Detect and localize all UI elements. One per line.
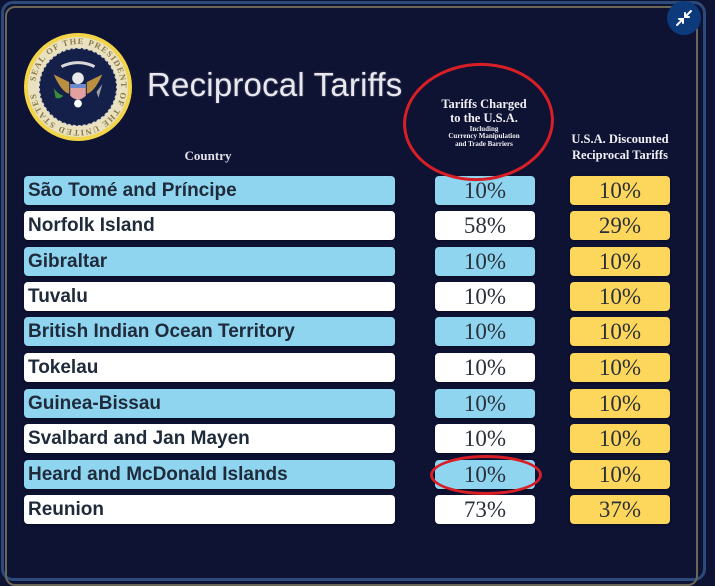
table-row: Heard and McDonald Islands 10% 10% xyxy=(0,460,715,489)
discounted-tariff-cell: 10% xyxy=(570,353,670,382)
tariff-charged-cell: 73% xyxy=(435,495,535,524)
minimize-arrows-icon xyxy=(676,10,692,26)
discounted-tariff-cell: 10% xyxy=(570,389,670,418)
discounted-tariff-cell: 10% xyxy=(570,460,670,489)
discounted-tariff-cell: 10% xyxy=(570,424,670,453)
country-cell: Guinea-Bissau xyxy=(24,389,395,418)
tariff-charged-cell: 10% xyxy=(435,176,535,205)
eagle-icon xyxy=(53,61,103,108)
discounted-tariff-cell: 10% xyxy=(570,247,670,276)
page-title: Reciprocal Tariffs xyxy=(147,66,403,103)
tariff-charged-cell: 10% xyxy=(435,460,535,489)
header-subline: Including xyxy=(469,124,499,133)
header-subline: and Trade Barriers xyxy=(455,139,513,148)
country-cell: Heard and McDonald Islands xyxy=(24,460,395,489)
country-cell: Gibraltar xyxy=(24,247,395,276)
tariff-charged-cell: 58% xyxy=(435,211,535,240)
discounted-tariff-cell: 10% xyxy=(570,317,670,346)
table-row: Tuvalu 10% 10% xyxy=(0,282,715,311)
country-cell: Reunion xyxy=(24,495,395,524)
tariff-charged-cell: 10% xyxy=(435,353,535,382)
table-row: Guinea-Bissau 10% 10% xyxy=(0,389,715,418)
column-header-discounted-tariffs: U.S.A. Discounted Reciprocal Tariffs xyxy=(556,132,684,163)
minimize-button[interactable] xyxy=(667,1,701,35)
header-subline: Currency Manipulation xyxy=(448,132,520,141)
discounted-tariff-cell: 29% xyxy=(570,211,670,240)
table-row: Svalbard and Jan Mayen 10% 10% xyxy=(0,424,715,453)
discounted-tariff-cell: 37% xyxy=(570,495,670,524)
table-row: Tokelau 10% 10% xyxy=(0,353,715,382)
header-line: Reciprocal Tariffs xyxy=(572,147,668,162)
presidential-seal-icon: SEAL OF THE PRESIDENT OF THE UNITED STAT… xyxy=(24,33,132,141)
header-line: U.S.A. Discounted xyxy=(571,132,669,146)
table-row: Norfolk Island 58% 29% xyxy=(0,211,715,240)
tariff-charged-cell: 10% xyxy=(435,424,535,453)
table-row: São Tomé and Príncipe 10% 10% xyxy=(0,176,715,205)
discounted-tariff-cell: 10% xyxy=(570,176,670,205)
header-line: to the U.S.A. xyxy=(450,110,518,125)
country-cell: Svalbard and Jan Mayen xyxy=(24,424,395,453)
country-cell: Tuvalu xyxy=(24,282,395,311)
country-cell: São Tomé and Príncipe xyxy=(24,176,395,205)
tariff-charged-cell: 10% xyxy=(435,247,535,276)
seal-center xyxy=(39,48,117,126)
table-row: Reunion 73% 37% xyxy=(0,495,715,524)
country-cell: Norfolk Island xyxy=(24,211,395,240)
column-header-country: Country xyxy=(184,148,232,163)
tariff-charged-cell: 10% xyxy=(435,389,535,418)
table-row: British Indian Ocean Territory 10% 10% xyxy=(0,317,715,346)
table-row: Gibraltar 10% 10% xyxy=(0,247,715,276)
column-header-tariffs-charged: Tariffs Charged to the U.S.A. Including … xyxy=(422,97,546,149)
country-cell: British Indian Ocean Territory xyxy=(24,317,395,346)
tariff-charged-cell: 10% xyxy=(435,317,535,346)
discounted-tariff-cell: 10% xyxy=(570,282,670,311)
tariff-charged-cell: 10% xyxy=(435,282,535,311)
country-cell: Tokelau xyxy=(24,353,395,382)
header-line: Tariffs Charged xyxy=(441,97,527,111)
